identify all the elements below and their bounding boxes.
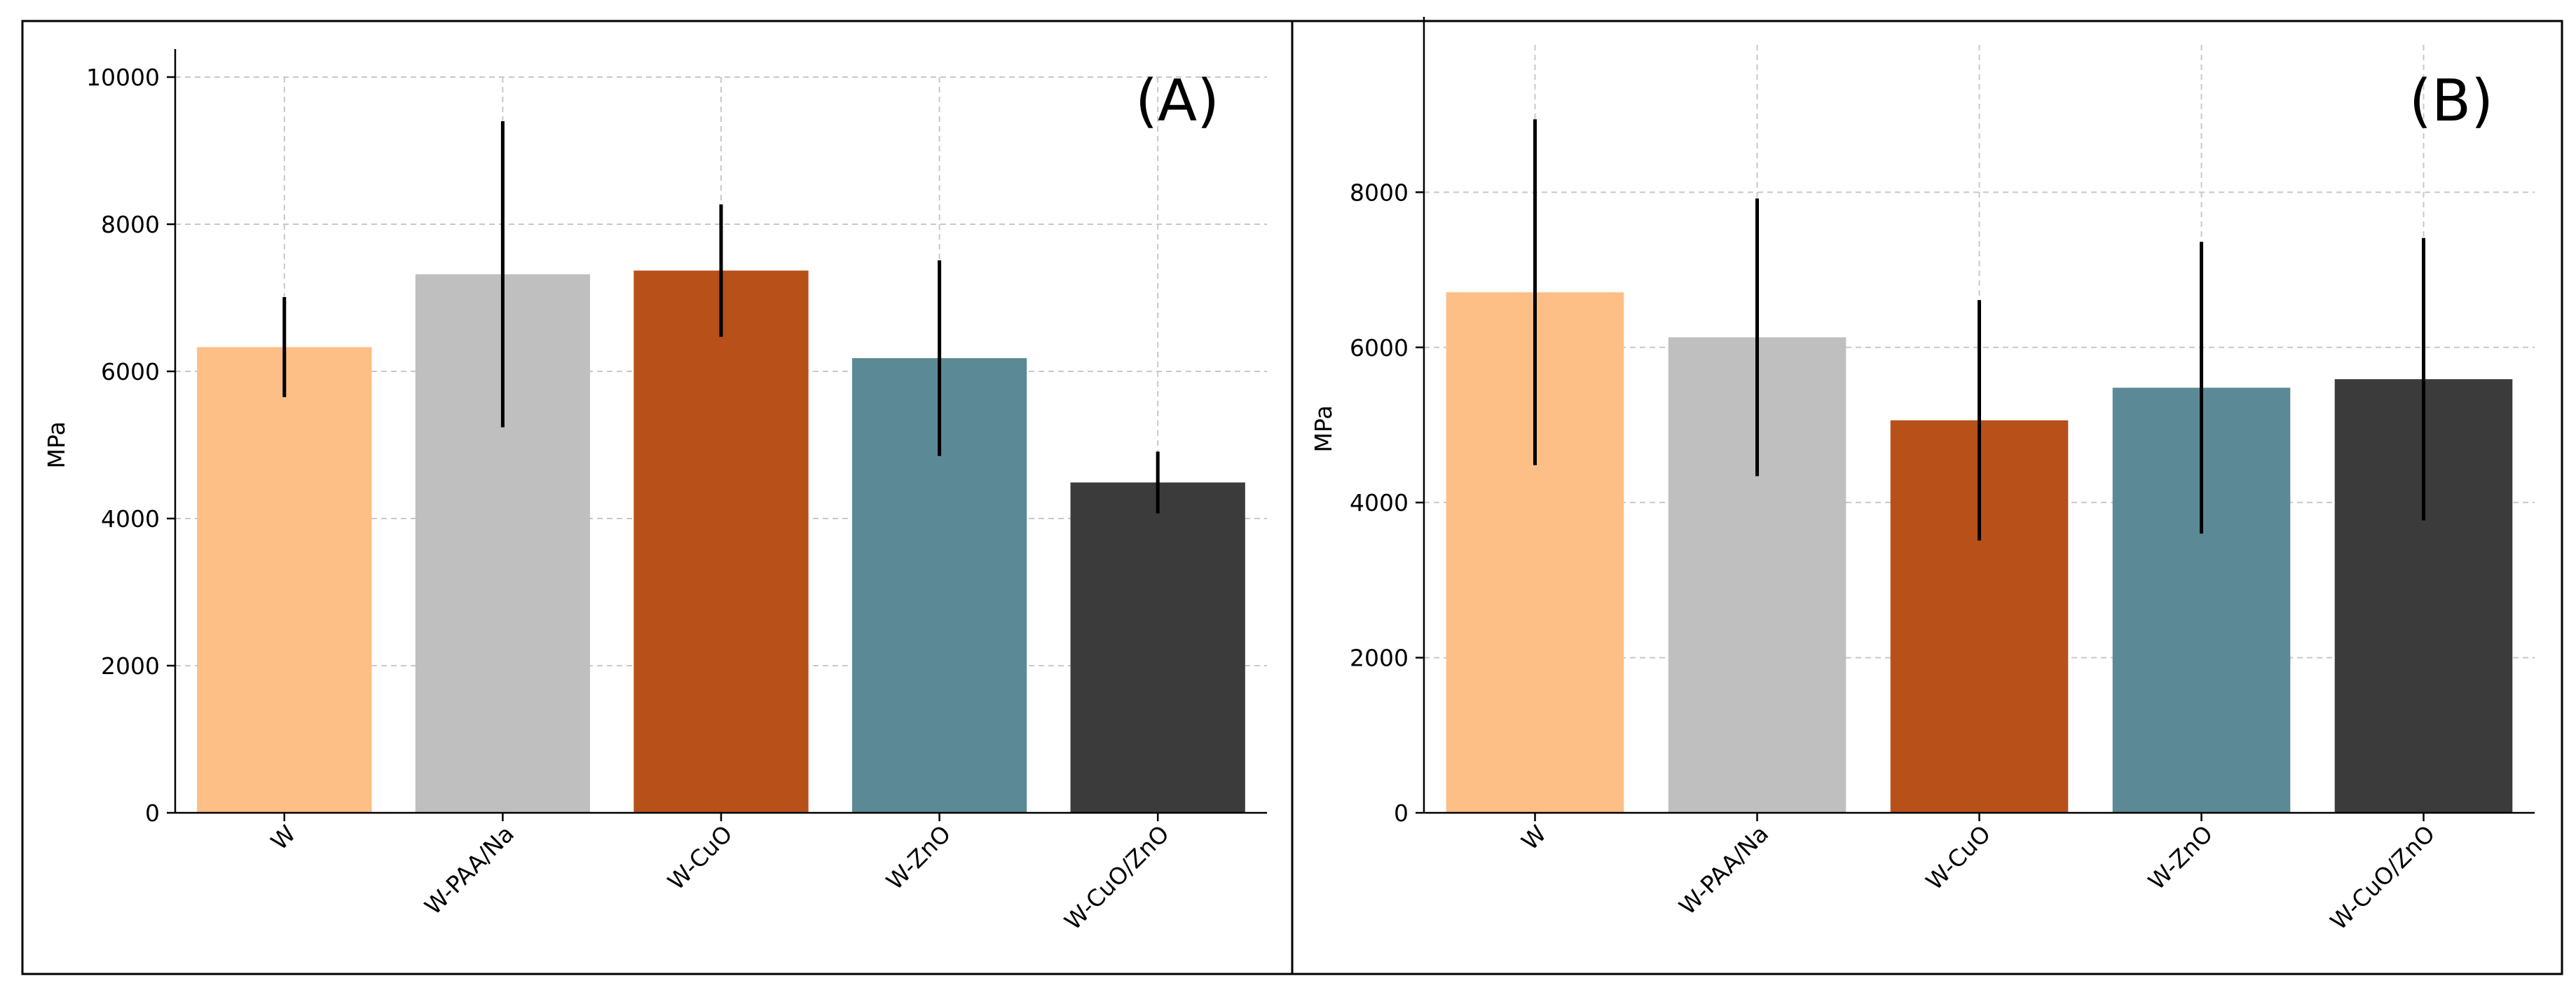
x-tick-label: W-CuO/ZnO: [2325, 820, 2441, 935]
bar-a-w-cuo-zno: [1070, 482, 1245, 813]
x-tick-label: W-CuO: [1921, 820, 1996, 895]
panel-b-frame: [1291, 20, 2563, 975]
bar-a-w-cuo: [633, 270, 809, 813]
panel-label: (B): [2409, 68, 2493, 135]
y-tick-label: 0: [145, 800, 160, 827]
y-tick-label: 6000: [101, 358, 160, 385]
x-tick-label: W-ZnO: [881, 820, 956, 895]
x-tick-label: W-PAA/Na: [1673, 820, 1774, 920]
x-tick-label: W: [1516, 820, 1551, 856]
x-tick-label: W-PAA/Na: [419, 820, 519, 920]
y-tick-label: 10000: [86, 64, 160, 91]
chart-panel-b: 0 2000 4000 6000 8000 W W-PAA/Na W-CuO W-ZnO W-Cu…: [1310, 17, 2535, 935]
x-tick-label: W-CuO/ZnO: [1059, 820, 1174, 935]
bar-a-w: [197, 347, 372, 814]
x-tick-label: W-CuO: [662, 820, 738, 895]
x-tick-label: W-ZnO: [2143, 820, 2218, 895]
y-tick-label: 2000: [101, 652, 160, 680]
y-tick-label: 4000: [1350, 489, 1409, 516]
y-tick-label: 8000: [1350, 179, 1409, 206]
y-tick-label: 0: [1394, 800, 1409, 827]
y-axis-label: MPa: [43, 421, 70, 468]
panel-label: (A): [1135, 68, 1219, 135]
y-axis-label: MPa: [1310, 405, 1337, 452]
y-tick-label: 6000: [1350, 334, 1409, 362]
y-tick-label: 2000: [1350, 645, 1409, 672]
y-tick-label: 4000: [101, 505, 160, 533]
x-tick-label: W: [266, 820, 301, 856]
y-tick-label: 8000: [101, 211, 160, 238]
chart-panel-a: 0 2000 4000 6000 8000 10000 W W-PAA/Na W-CuO W-Zn…: [43, 49, 1267, 935]
